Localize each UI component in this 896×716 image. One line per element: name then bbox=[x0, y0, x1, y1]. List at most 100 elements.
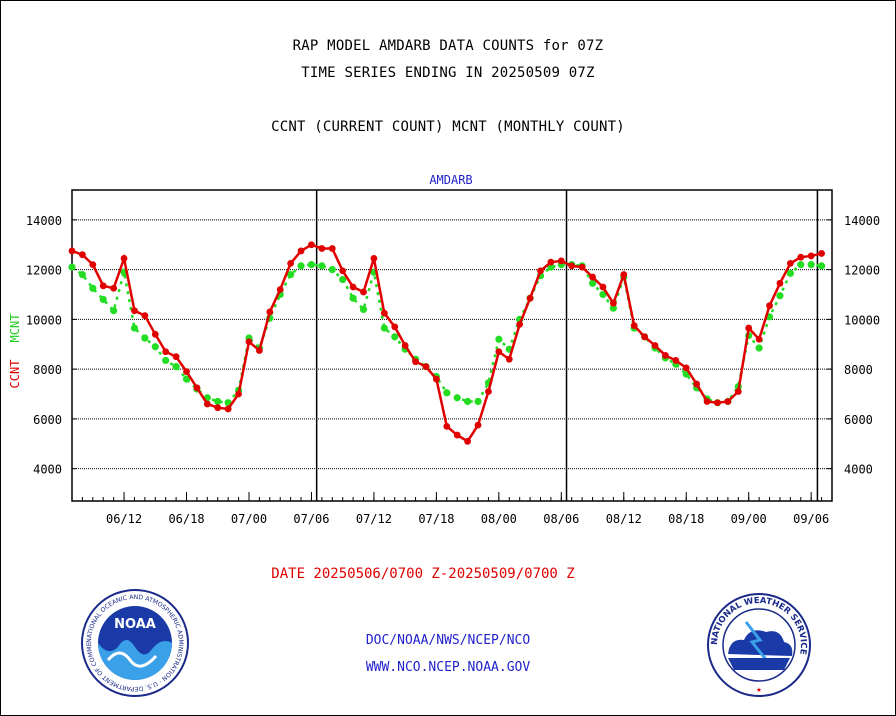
ccnt-point bbox=[151, 330, 159, 338]
ccnt-point bbox=[79, 251, 86, 259]
mcnt-point bbox=[328, 266, 336, 274]
mcnt-point bbox=[776, 292, 784, 300]
ccnt-point bbox=[172, 353, 180, 361]
mcnt-point bbox=[130, 324, 139, 332]
ccnt-point bbox=[183, 368, 190, 376]
mcnt-point bbox=[380, 324, 388, 332]
ccnt-point bbox=[474, 421, 482, 429]
y-tick-label-right-8000: 8000 bbox=[844, 363, 873, 377]
mcnt-point bbox=[339, 275, 347, 284]
ccnt-point bbox=[776, 279, 784, 287]
mcnt-point bbox=[68, 263, 76, 271]
mcnt-point bbox=[349, 294, 357, 302]
ccnt-point bbox=[609, 299, 617, 307]
y-tick-label-left-8000: 8000 bbox=[33, 363, 62, 377]
y-tick-label-left-4000: 4000 bbox=[33, 463, 62, 477]
y-tick-label-right-4000: 4000 bbox=[844, 463, 873, 477]
mcnt-point bbox=[182, 375, 191, 383]
ccnt-point bbox=[266, 308, 274, 316]
y-tick-label-left-14000: 14000 bbox=[26, 214, 62, 228]
noaa-logo-text: NOAA bbox=[114, 617, 156, 632]
ccnt-point bbox=[453, 431, 461, 439]
mcnt-point bbox=[797, 261, 805, 269]
x-tick-label-07-00: 07/00 bbox=[231, 512, 267, 526]
y-label-ccnt: CCNT bbox=[8, 360, 22, 389]
x-tick-label-08-06: 08/06 bbox=[543, 512, 579, 526]
ccnt-point bbox=[766, 302, 773, 310]
mcnt-point bbox=[78, 270, 87, 279]
chart-title: AMDARB bbox=[429, 173, 472, 187]
series-ccnt bbox=[68, 241, 825, 445]
mcnt-point bbox=[599, 290, 607, 299]
mcnt-point bbox=[172, 363, 180, 371]
ccnt-point bbox=[568, 262, 576, 270]
mcnt-point bbox=[495, 335, 503, 343]
ccnt-point bbox=[391, 323, 399, 331]
nco-website-link[interactable]: WWW.NCO.NCEP.NOAA.GOV bbox=[365, 660, 531, 675]
mcnt-point bbox=[359, 305, 368, 314]
y-tick-label-right-12000: 12000 bbox=[844, 264, 880, 278]
ccnt-point bbox=[193, 384, 201, 392]
x-tick-label-09-06: 09/06 bbox=[793, 512, 829, 526]
doc-noaa-link[interactable]: DOC/NOAA/NWS/NCEP/NCO bbox=[365, 633, 531, 648]
ccnt-point bbox=[786, 259, 794, 267]
ccnt-point bbox=[68, 247, 76, 255]
ccnt-point bbox=[214, 404, 222, 412]
ccnt-point bbox=[443, 422, 451, 430]
axis-ticks bbox=[72, 219, 832, 501]
ccnt-point bbox=[485, 388, 492, 395]
date-range-label: DATE 20250506/0700 Z-20250509/0700 Z bbox=[271, 566, 575, 582]
ccnt-point bbox=[630, 322, 638, 329]
mcnt-point bbox=[807, 261, 815, 269]
ccnt-point bbox=[318, 245, 326, 252]
ccnt-point bbox=[516, 320, 524, 328]
ccnt-point bbox=[537, 267, 544, 275]
ccnt-point bbox=[401, 342, 409, 349]
mcnt-point bbox=[755, 344, 763, 352]
mcnt-point bbox=[287, 270, 295, 279]
ccnt-point bbox=[99, 282, 107, 290]
mcnt-point bbox=[547, 263, 555, 271]
ccnt-point bbox=[308, 241, 315, 249]
mcnt-point bbox=[588, 279, 597, 287]
ccnt-point bbox=[703, 398, 711, 405]
mcnt-point bbox=[214, 397, 222, 406]
ccnt-point bbox=[339, 267, 347, 275]
ccnt-point bbox=[818, 250, 825, 257]
ccnt-point bbox=[120, 255, 128, 262]
title-line-1: RAP MODEL AMDARB DATA COUNTS for 07Z bbox=[292, 38, 604, 54]
ccnt-point bbox=[380, 309, 388, 317]
ccnt-point bbox=[734, 388, 742, 395]
ccnt-point bbox=[755, 335, 763, 343]
axis-labels: 4000 4000 6000 6000 8000 8000 10000 10000 12000 1… bbox=[26, 214, 880, 526]
nws-logo: ★ NATIONAL WEATHER SERVICE bbox=[707, 593, 811, 697]
ccnt-point bbox=[287, 259, 295, 267]
y-tick-label-right-6000: 6000 bbox=[844, 413, 873, 427]
ccnt-point bbox=[526, 294, 534, 302]
noaa-logo: NOAA NATIONAL OCEANIC AND ATMOSPHERIC AD… bbox=[80, 588, 189, 697]
mcnt-point bbox=[786, 269, 794, 277]
ccnt-point bbox=[797, 253, 805, 261]
x-tick-label-08-00: 08/00 bbox=[481, 512, 517, 526]
ccnt-point bbox=[589, 273, 596, 281]
ccnt-point bbox=[203, 400, 211, 408]
ccnt-point bbox=[235, 390, 242, 398]
y-tick-label-left-10000: 10000 bbox=[26, 313, 62, 327]
y-tick-label-left-12000: 12000 bbox=[26, 264, 62, 278]
ccnt-point bbox=[141, 312, 149, 320]
title-line-2: TIME SERIES ENDING IN 20250509 07Z bbox=[301, 65, 595, 81]
mcnt-point bbox=[443, 389, 451, 397]
mcnt-point bbox=[162, 356, 170, 365]
nws-star-icon: ★ bbox=[756, 685, 762, 695]
ccnt-point bbox=[110, 284, 118, 292]
mcnt-point bbox=[110, 307, 118, 315]
ccnt-point bbox=[224, 405, 232, 413]
ccnt-point bbox=[724, 398, 732, 405]
ccnt-point bbox=[412, 358, 419, 366]
ccnt-line bbox=[71, 243, 822, 443]
mcnt-point bbox=[453, 394, 461, 402]
ccnt-point bbox=[620, 271, 628, 278]
plot-area bbox=[71, 189, 833, 502]
ccnt-point bbox=[495, 348, 503, 356]
